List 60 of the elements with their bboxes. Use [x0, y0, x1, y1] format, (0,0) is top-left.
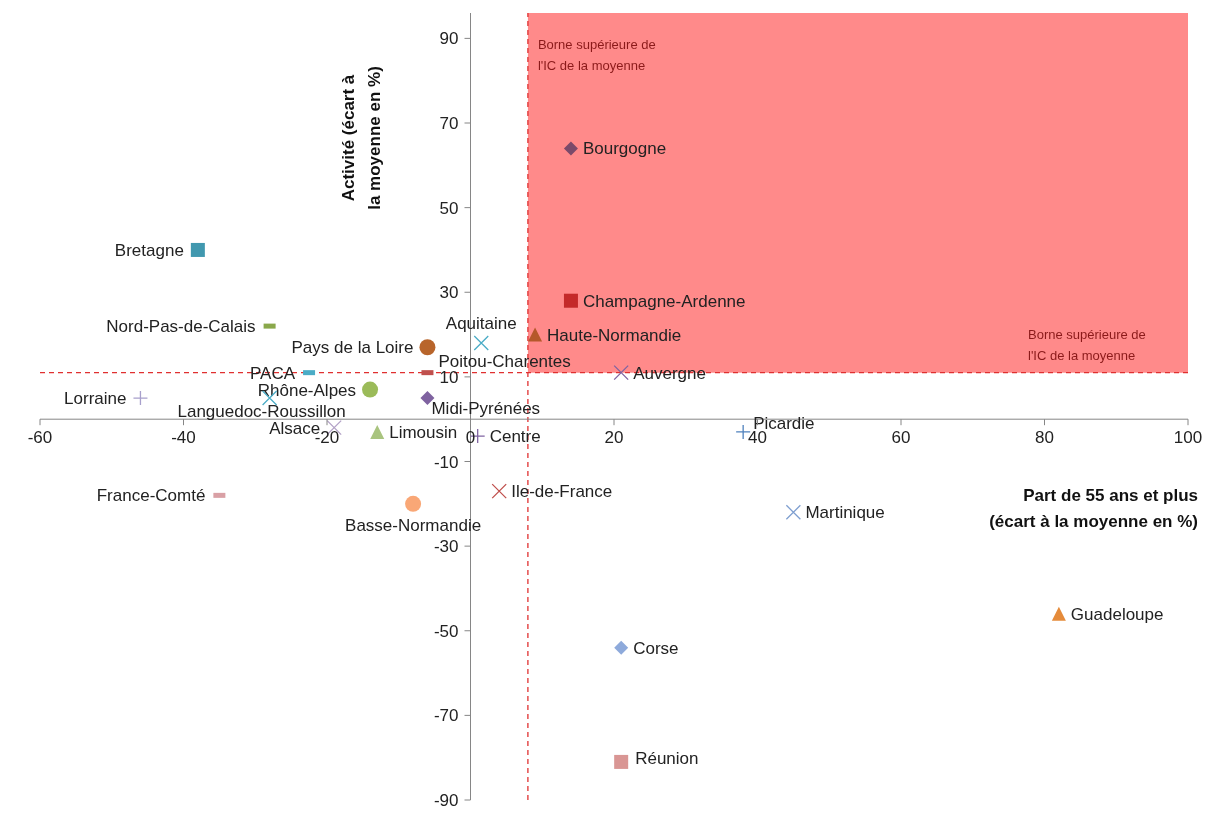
- series-label: Martinique: [805, 503, 885, 523]
- point: [370, 424, 385, 439]
- series-label: Ile-de-France: [511, 482, 613, 502]
- series-label: Pays de la Loire: [291, 338, 414, 358]
- y-tick-label: 70: [439, 114, 459, 134]
- x-tick-label: 80: [1035, 428, 1054, 448]
- x-axis-title: Part de 55 ans et plus (écart à la moyenne en %): [989, 486, 1198, 532]
- series-label: Nord-Pas-de-Calais: [106, 317, 256, 337]
- series-label: Réunion: [635, 748, 699, 768]
- x-tick-label: 0: [465, 428, 476, 448]
- point: [473, 335, 489, 351]
- ref-line-label: Borne supérieure de l'IC de la moyenne: [537, 37, 656, 73]
- y-tick-label: 30: [439, 283, 459, 303]
- point: [614, 640, 629, 655]
- series-label: Limousin: [389, 422, 458, 442]
- y-tick-label: -30: [433, 537, 459, 557]
- point: [190, 242, 205, 257]
- point: [132, 390, 149, 406]
- point: [362, 381, 379, 398]
- series-label: Bourgogne: [582, 139, 667, 159]
- point: [613, 365, 629, 381]
- series-label: Corse: [633, 638, 679, 658]
- point: [528, 327, 543, 342]
- y-tick-label: -10: [433, 452, 459, 472]
- x-tick-label: 100: [1173, 428, 1203, 448]
- x-tick-label: 60: [891, 428, 911, 448]
- x-tick-label: -60: [27, 428, 53, 448]
- point: [614, 754, 629, 769]
- point: [405, 495, 422, 512]
- y-tick-label: -70: [433, 706, 459, 726]
- y-tick-label: 90: [439, 29, 459, 49]
- point: [419, 339, 436, 356]
- point: [785, 504, 802, 520]
- series-label: Guadeloupe: [1070, 604, 1164, 624]
- series-label: Rhône-Alpes: [257, 380, 357, 400]
- series-label: Lorraine: [64, 389, 127, 409]
- series-label: Champagne-Ardenne: [582, 291, 746, 311]
- series-label: Languedoc-Roussillon: [177, 402, 346, 422]
- point: [563, 141, 578, 156]
- series-label: Auvergne: [633, 363, 706, 383]
- series-label: Centre: [489, 427, 541, 447]
- y-tick-label: -90: [433, 791, 459, 810]
- point: [1051, 606, 1066, 621]
- point: [420, 391, 435, 406]
- series-label: PACA: [250, 363, 296, 383]
- series-label: France-Comté: [96, 486, 206, 506]
- series-label: Basse-Normandie: [345, 515, 482, 535]
- y-axis-title: Activité (écart à la moyenne en %): [338, 66, 384, 210]
- series-label: Aquitaine: [445, 314, 517, 334]
- y-tick-label: -50: [433, 621, 459, 641]
- series-label: Bretagne: [114, 240, 184, 260]
- y-tick-label: 50: [439, 198, 459, 218]
- series-label: Haute-Normandie: [547, 325, 682, 345]
- x-tick-label: -40: [171, 428, 196, 448]
- point: [491, 483, 507, 499]
- point: [563, 293, 578, 308]
- ref-line-label: Borne supérieure de l'IC de la moyenne: [1028, 326, 1146, 363]
- x-tick-label: 20: [604, 428, 624, 448]
- x-tick-label: 40: [748, 428, 767, 448]
- series-label: Midi-Pyrénées: [431, 399, 541, 419]
